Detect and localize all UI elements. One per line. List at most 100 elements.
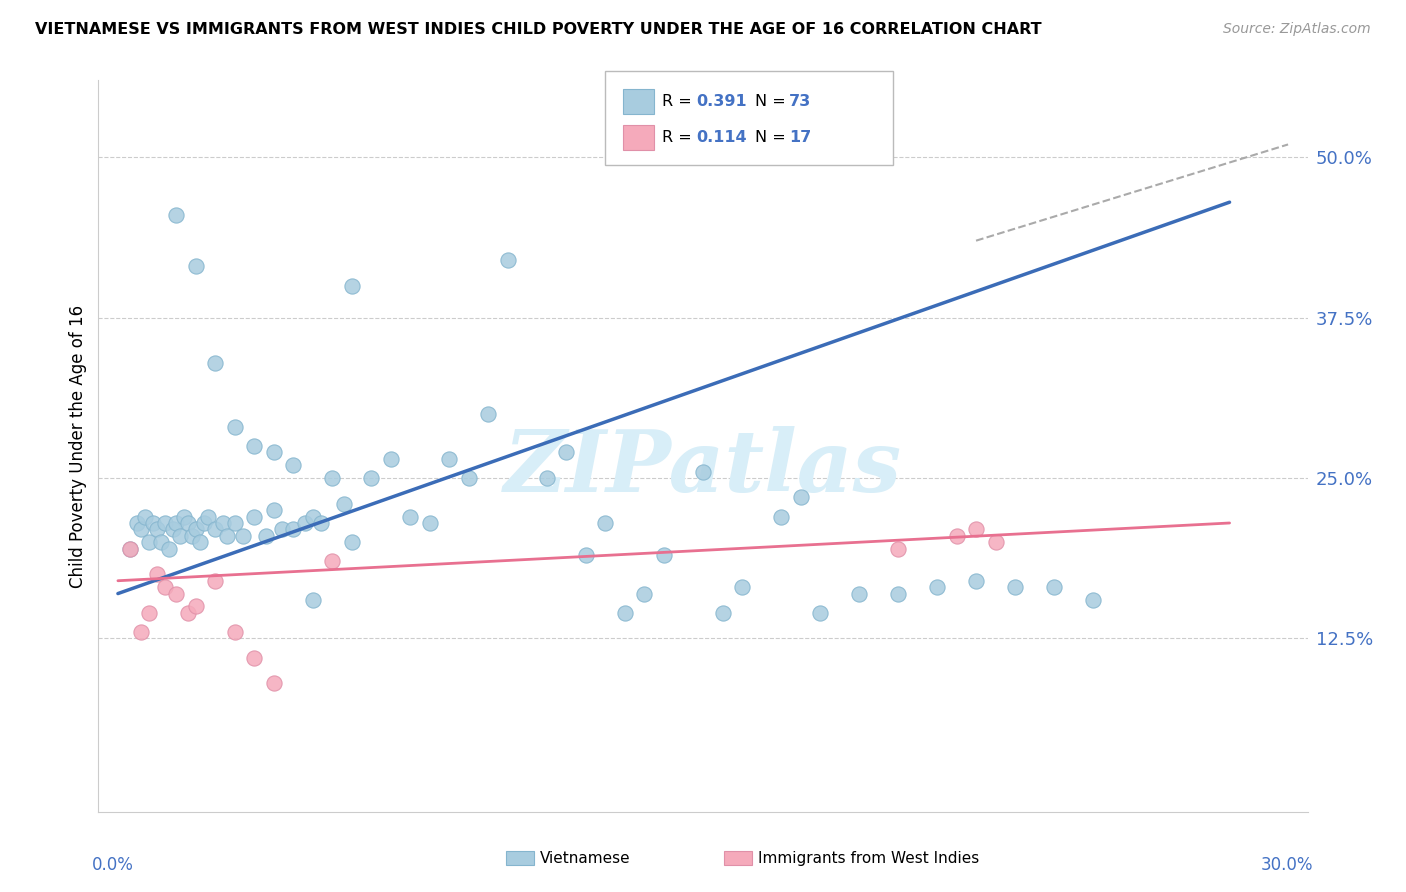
Text: VIETNAMESE VS IMMIGRANTS FROM WEST INDIES CHILD POVERTY UNDER THE AGE OF 16 CORR: VIETNAMESE VS IMMIGRANTS FROM WEST INDIE… — [35, 22, 1042, 37]
Point — [652, 548, 675, 562]
Text: Immigrants from West Indies: Immigrants from West Indies — [758, 851, 979, 865]
Point — [184, 523, 207, 537]
Point — [789, 491, 811, 505]
Point — [1043, 580, 1066, 594]
Point — [419, 516, 441, 530]
Text: 0.114: 0.114 — [696, 130, 747, 145]
Point — [212, 516, 235, 530]
Text: N =: N = — [755, 95, 792, 109]
Point — [309, 516, 332, 530]
Point — [165, 516, 187, 530]
Point — [146, 567, 169, 582]
Point — [1004, 580, 1026, 594]
Point — [1081, 593, 1104, 607]
Point — [193, 516, 215, 530]
Point — [204, 523, 226, 537]
Point — [614, 606, 637, 620]
Point — [184, 260, 207, 274]
Point — [477, 407, 499, 421]
Point — [321, 471, 343, 485]
Point — [555, 445, 578, 459]
Point — [162, 523, 184, 537]
Point — [302, 593, 325, 607]
Point — [204, 355, 226, 369]
Point — [692, 465, 714, 479]
Point — [380, 451, 402, 466]
Point — [575, 548, 598, 562]
Point — [263, 445, 285, 459]
Point — [263, 503, 285, 517]
Point — [965, 574, 987, 588]
Point — [633, 586, 655, 600]
Point — [711, 606, 734, 620]
Point — [340, 535, 363, 549]
Point — [165, 586, 187, 600]
Point — [131, 625, 153, 640]
Point — [118, 541, 141, 556]
Point — [127, 516, 149, 530]
Text: 73: 73 — [789, 95, 811, 109]
Point — [204, 574, 226, 588]
Point — [458, 471, 481, 485]
Point — [173, 509, 195, 524]
Point — [270, 523, 292, 537]
Text: R =: R = — [662, 95, 697, 109]
Point — [496, 252, 519, 267]
Point — [157, 541, 180, 556]
Point — [925, 580, 948, 594]
Text: 0.391: 0.391 — [696, 95, 747, 109]
Point — [177, 606, 200, 620]
Point — [118, 541, 141, 556]
Point — [165, 208, 187, 222]
Point — [321, 554, 343, 568]
Point — [294, 516, 316, 530]
Text: 30.0%: 30.0% — [1261, 855, 1313, 873]
Point — [181, 529, 204, 543]
Point — [224, 419, 246, 434]
Point — [536, 471, 558, 485]
Point — [283, 458, 305, 473]
Point — [360, 471, 382, 485]
Point — [769, 509, 792, 524]
Point — [138, 606, 160, 620]
Point — [243, 439, 266, 453]
Point — [399, 509, 422, 524]
Point — [169, 529, 191, 543]
Point — [217, 529, 239, 543]
Point — [945, 529, 967, 543]
Point — [224, 625, 246, 640]
Point — [984, 535, 1007, 549]
Point — [263, 676, 285, 690]
Text: 17: 17 — [789, 130, 811, 145]
Point — [146, 523, 169, 537]
Point — [134, 509, 156, 524]
Point — [302, 509, 325, 524]
Point — [131, 523, 153, 537]
Point — [887, 586, 910, 600]
Point — [965, 523, 987, 537]
Point — [333, 497, 356, 511]
Point — [184, 599, 207, 614]
Text: R =: R = — [662, 130, 697, 145]
Text: 0.0%: 0.0% — [93, 855, 134, 873]
Point — [142, 516, 165, 530]
Point — [224, 516, 246, 530]
Y-axis label: Child Poverty Under the Age of 16: Child Poverty Under the Age of 16 — [69, 304, 87, 588]
Text: Vietnamese: Vietnamese — [540, 851, 630, 865]
Point — [439, 451, 461, 466]
Text: ZIPatlas: ZIPatlas — [503, 426, 903, 509]
Point — [153, 516, 176, 530]
Point — [808, 606, 831, 620]
Point — [243, 650, 266, 665]
Point — [232, 529, 254, 543]
Point — [138, 535, 160, 549]
Point — [848, 586, 870, 600]
Point — [188, 535, 211, 549]
Point — [731, 580, 754, 594]
Point — [177, 516, 200, 530]
Point — [283, 523, 305, 537]
Point — [887, 541, 910, 556]
Point — [149, 535, 172, 549]
Point — [595, 516, 617, 530]
Point — [340, 278, 363, 293]
